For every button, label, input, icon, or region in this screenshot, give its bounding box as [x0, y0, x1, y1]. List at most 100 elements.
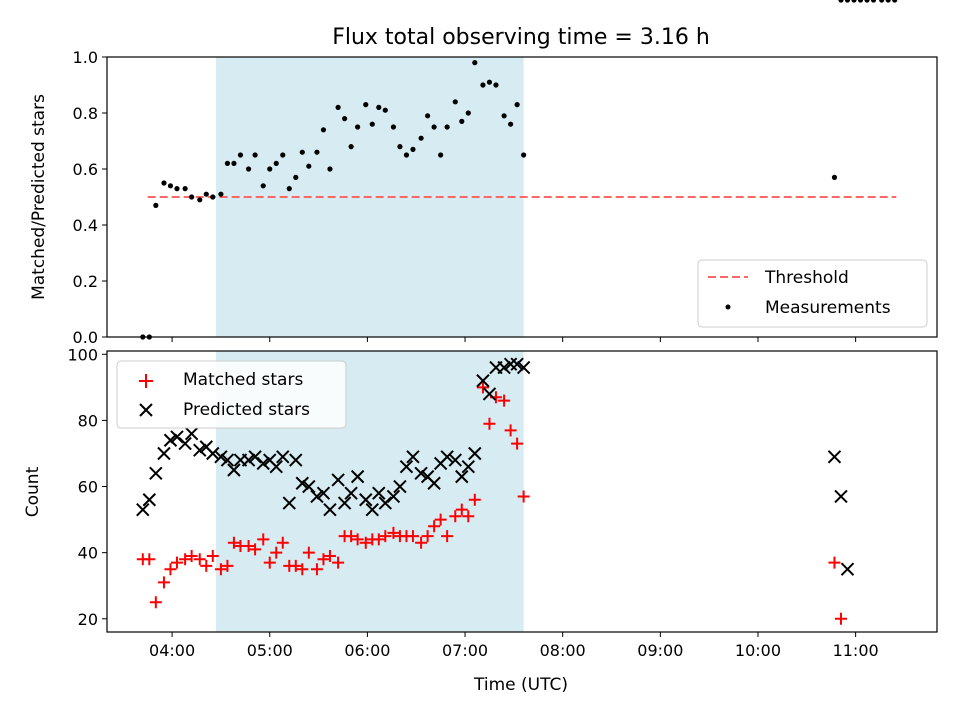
measurement-point: [286, 186, 292, 192]
measurement-point: [480, 82, 486, 88]
predicted-star-point: [440, 450, 454, 464]
legend-predicted-swatch: [139, 403, 153, 417]
measurement-point: [879, 0, 885, 3]
measurement-point: [369, 121, 375, 127]
predicted-star-point: [372, 486, 386, 500]
predicted-star-point: [393, 479, 407, 494]
matched-star-point: [476, 381, 489, 394]
matched-star-point: [221, 559, 234, 572]
matched-star-point: [164, 563, 177, 576]
matched-star-point: [263, 556, 276, 569]
x-tick-label: 08:00: [540, 641, 586, 660]
predicted-star-point: [359, 493, 373, 507]
measurement-point: [390, 124, 397, 130]
y-tick-label: 0.2: [73, 272, 98, 291]
predicted-star-point: [386, 489, 401, 504]
matched-star-point: [406, 530, 419, 543]
measurement-point: [210, 194, 216, 200]
legend-predicted-label: Predicted stars: [183, 400, 310, 420]
predicted-star-point: [840, 562, 855, 576]
predicted-star-point: [289, 453, 303, 467]
matched-star-point: [323, 549, 336, 562]
measurement-point: [293, 174, 299, 180]
matched-star-point: [332, 556, 345, 569]
matched-star-point: [143, 553, 156, 566]
predicted-star-point: [337, 496, 352, 510]
top-panel: 0.0 0.2 0.4 0.6 0.8 1.0 Matched/Predicted sta…: [29, 0, 938, 347]
matched-star-point: [257, 533, 270, 546]
measurement-point: [397, 144, 403, 150]
matched-star-point: [498, 394, 511, 407]
measurement-point: [851, 0, 857, 3]
measurement-point: [521, 152, 527, 158]
predicted-star-point: [157, 446, 171, 461]
matched-star-point: [193, 553, 206, 566]
matched-star-point: [249, 543, 262, 556]
measurement-point: [267, 166, 273, 172]
matched-star-point: [428, 520, 441, 533]
measurement-point: [864, 0, 870, 3]
measurement-point: [418, 135, 424, 141]
matched-star-point: [511, 437, 524, 450]
measurement-point: [438, 152, 444, 158]
matched-star-point: [227, 536, 240, 549]
bottom-axes-frame: [106, 350, 938, 633]
measurement-point: [501, 113, 507, 119]
predicted-star-point: [378, 496, 393, 510]
measurement-point: [252, 152, 258, 158]
predicted-star-point: [241, 453, 256, 467]
predicted-star-point: [136, 502, 150, 517]
bottom-x-ticks: 04:00 05:00 06:00 07:00 08:00 09:00 10:00 11:00: [149, 632, 879, 660]
y-tick-label: 1.0: [73, 48, 98, 67]
measurement-point: [237, 152, 244, 158]
predicted-star-point: [455, 469, 469, 484]
predicted-star-point: [476, 374, 490, 388]
matched-star-point: [289, 559, 302, 572]
measurement-point: [189, 194, 195, 200]
measurement-point: [892, 0, 898, 3]
predicted-star-point: [482, 387, 497, 401]
measurement-point: [260, 183, 266, 189]
measurement-point: [161, 180, 167, 186]
legend-matched-label: Matched stars: [183, 370, 303, 390]
predicted-star-point: [269, 459, 283, 474]
measurement-point: [376, 104, 382, 110]
predicted-star-point: [220, 453, 235, 467]
measurement-point: [508, 121, 514, 127]
measurement-point: [459, 118, 465, 124]
matched-star-point: [504, 424, 517, 437]
measurement-point: [885, 0, 891, 3]
predicted-star-point: [461, 459, 476, 474]
predicted-star-point: [276, 450, 290, 464]
measurement-point: [870, 0, 877, 3]
measurement-point: [306, 163, 312, 169]
measurement-point: [203, 191, 209, 197]
legend-threshold-label: Threshold: [764, 268, 849, 288]
measurement-point: [280, 152, 286, 158]
top-legend-box: [697, 259, 928, 328]
matched-star-point: [179, 553, 192, 566]
matched-stars-points: [137, 381, 847, 625]
predicted-star-point: [163, 433, 178, 447]
predicted-star-point: [344, 486, 358, 500]
x-tick-label: 09:00: [637, 641, 683, 660]
predicted-star-point: [248, 450, 262, 464]
y-tick-label: 0.8: [73, 104, 98, 123]
matched-star-point: [185, 549, 198, 562]
bottom-panel: 20 40 60 80 100 04:00 05:00 06:00 07:00 08:00 09:…: [23, 345, 938, 695]
matched-star-point: [415, 536, 428, 549]
predicted-star-point: [399, 459, 414, 474]
predicted-star-point: [310, 489, 324, 504]
measurement-point: [299, 149, 305, 155]
matched-star-point: [517, 490, 530, 503]
matched-star-point: [206, 549, 219, 562]
measurement-point: [486, 79, 493, 85]
predicted-star-point: [323, 502, 337, 517]
predicted-star-point: [149, 466, 163, 481]
matched-star-point: [441, 530, 454, 543]
y-tick-label: 0.4: [73, 216, 98, 235]
matched-star-point: [310, 563, 323, 576]
measurement-point: [444, 124, 450, 130]
measurement-point: [182, 186, 188, 192]
matched-star-point: [270, 546, 283, 559]
